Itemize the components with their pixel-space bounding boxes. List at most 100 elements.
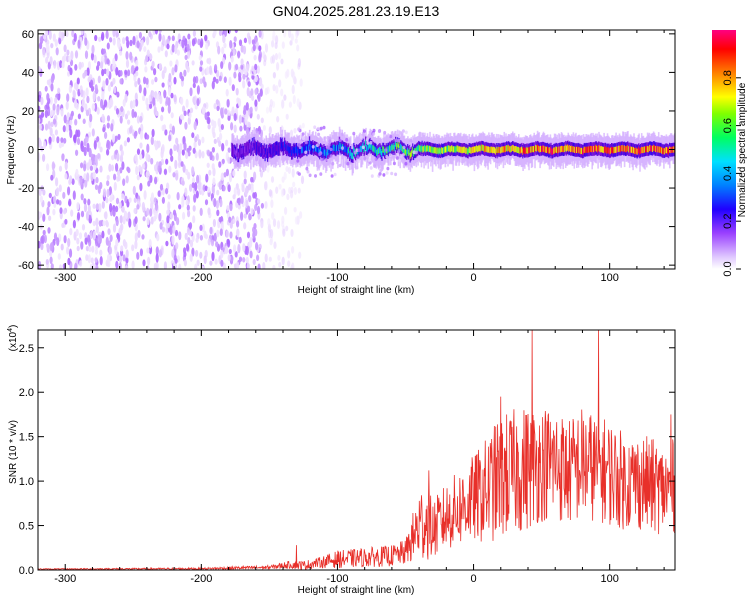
heatmap-cell	[96, 136, 100, 143]
heatmap-cell	[453, 146, 455, 153]
heatmap-cell	[218, 140, 222, 148]
heatmap-cell	[225, 247, 229, 254]
heatmap-cell	[162, 124, 167, 131]
heatmap-cell	[623, 145, 626, 152]
heatmap-cell	[513, 146, 516, 153]
heatmap-cell	[131, 244, 135, 252]
heatmap-cell	[404, 161, 408, 166]
heatmap-cell	[308, 173, 312, 178]
heatmap-cell	[46, 43, 50, 54]
heatmap-cell	[181, 114, 185, 121]
heatmap-cell	[320, 157, 324, 162]
heatmap-cell	[433, 147, 436, 154]
heatmap-cell	[219, 228, 223, 237]
heatmap-cell	[292, 94, 296, 105]
heatmap-cell	[60, 137, 64, 143]
snr-multiplier-base: (x10	[8, 331, 19, 351]
heatmap-cell	[331, 138, 335, 143]
heatmap-cell	[189, 239, 194, 248]
heatmap-cell	[47, 120, 51, 130]
heatmap-cell	[87, 234, 91, 243]
heatmap-cell	[90, 257, 94, 264]
heatmap-cell	[49, 96, 53, 105]
heatmap-cell	[128, 197, 132, 203]
heatmap-cell	[437, 148, 440, 155]
snr-multiplier-exp: 4	[7, 328, 14, 332]
heatmap-cell	[392, 161, 396, 166]
heatmap-cell	[430, 146, 432, 153]
y-tick-label: 0.0	[19, 565, 34, 577]
heatmap-cell	[234, 30, 238, 34]
heatmap-cell	[101, 201, 105, 209]
heatmap-cell	[120, 149, 124, 157]
heatmap-cell	[86, 67, 90, 76]
heatmap-cell	[145, 97, 149, 106]
heatmap-cell	[74, 262, 78, 269]
heatmap-cell	[207, 238, 211, 246]
heatmap-cell	[47, 227, 51, 234]
heatmap-cell	[63, 114, 67, 124]
heatmap-cell	[252, 146, 255, 153]
heatmap-cell	[216, 229, 220, 238]
heatmap-cell	[165, 96, 169, 105]
heatmap-cell	[64, 173, 68, 180]
heatmap-cell	[605, 146, 607, 153]
heatmap-cell	[48, 192, 52, 199]
heatmap-cell	[308, 140, 311, 147]
heatmap-cell	[54, 129, 59, 136]
heatmap-cell	[237, 197, 241, 206]
heatmap-cell	[120, 223, 124, 231]
heatmap-cell	[310, 144, 313, 151]
heatmap-cell	[80, 162, 84, 169]
heatmap-cell	[499, 147, 501, 154]
heatmap-cell	[139, 115, 143, 123]
heatmap-cell	[71, 178, 75, 185]
heatmap-cell	[138, 31, 142, 39]
snr-ylabel: SNR (10 * v/v)	[8, 420, 19, 484]
heatmap-cell	[161, 143, 165, 154]
heatmap-cell	[290, 228, 294, 238]
heatmap-cell	[552, 148, 554, 155]
heatmap-cell	[78, 61, 82, 70]
heatmap-cell	[199, 60, 204, 66]
heatmap-cell	[174, 258, 178, 264]
heatmap-cell	[466, 148, 469, 155]
heatmap-cell	[187, 33, 191, 40]
heatmap-cell	[251, 74, 255, 80]
heatmap-cell	[662, 147, 664, 155]
heatmap-cell	[90, 153, 95, 163]
snr-axes: -300 -200 -100 0 100 0.0 0.5 1.0 1.5 2.0 2.5	[19, 330, 675, 585]
heatmap-cell	[468, 146, 471, 153]
heatmap-cell	[292, 147, 295, 154]
heatmap-cell	[166, 215, 170, 224]
heatmap-cell	[425, 145, 428, 152]
heatmap-cell	[101, 68, 105, 77]
heatmap-cell	[289, 129, 294, 137]
heatmap-cell	[248, 195, 252, 203]
heatmap-cell	[50, 42, 54, 49]
heatmap-cell	[183, 110, 187, 117]
heatmap-cell	[296, 98, 300, 108]
heatmap-cell	[150, 157, 154, 165]
heatmap-cell	[170, 155, 174, 162]
heatmap-cell	[621, 145, 623, 152]
heatmap-cell	[106, 148, 110, 156]
heatmap-cell	[243, 213, 247, 219]
heatmap-cell	[48, 30, 52, 40]
y-tick-label: 0	[28, 145, 34, 157]
heatmap-cell	[86, 172, 90, 182]
heatmap-cell	[145, 55, 149, 63]
heatmap-cell	[157, 46, 161, 53]
heatmap-cell	[51, 161, 55, 171]
heatmap-cell	[559, 146, 562, 153]
heatmap-cell	[63, 137, 67, 144]
heatmap-cell	[290, 189, 294, 199]
heatmap-cell	[125, 175, 129, 184]
heatmap-cell	[243, 178, 247, 185]
heatmap-cell	[301, 122, 305, 129]
heatmap-cell	[271, 40, 275, 48]
heatmap-cell	[150, 192, 155, 202]
heatmap-cell	[306, 169, 310, 174]
heatmap-cell	[247, 205, 251, 213]
heatmap-cell	[65, 101, 69, 110]
